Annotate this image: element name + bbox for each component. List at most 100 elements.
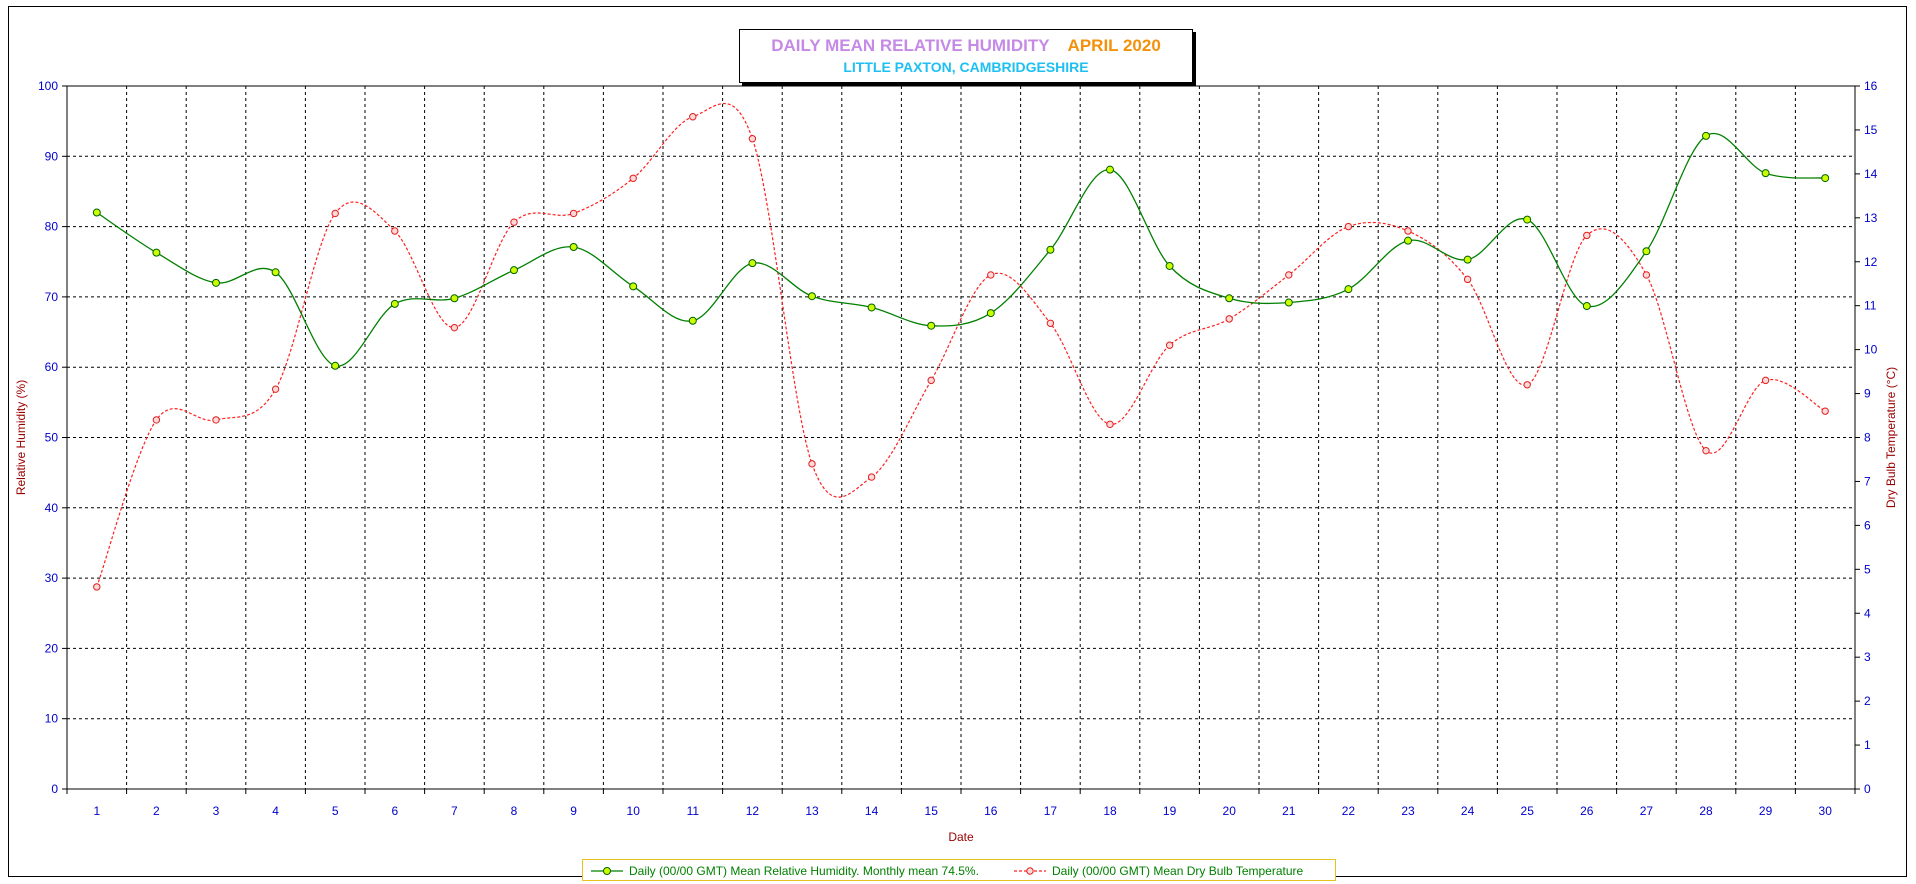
temperature-point <box>867 473 876 481</box>
humidity-point <box>510 266 518 275</box>
x-tick-label: 10 <box>627 804 641 818</box>
x-tick-label: 30 <box>1819 804 1833 818</box>
humidity-point <box>1463 255 1472 264</box>
temperature-point <box>510 218 518 226</box>
temperature-point <box>927 376 935 385</box>
y-axis-title: Relative Humidity (%) <box>14 380 28 495</box>
y-tick-label: 90 <box>45 149 59 163</box>
temperature-point <box>1523 381 1531 389</box>
x-tick-label: 18 <box>1103 804 1117 818</box>
x-tick-label: 26 <box>1580 804 1594 818</box>
legend-label-humidity: Daily (00/00 GMT) Mean Relative Humidity… <box>629 864 979 878</box>
temperature-point <box>1761 376 1770 385</box>
x-axis-title: Date <box>948 830 974 844</box>
legend-label-temperature: Daily (00/00 GMT) Mean Dry Bulb Temperat… <box>1052 864 1304 878</box>
y2-tick-label: 2 <box>1864 694 1871 708</box>
y2-tick-label: 0 <box>1864 782 1871 796</box>
temperature-point <box>1106 420 1114 429</box>
legend-line-humidity-icon <box>591 867 623 875</box>
temperature-point <box>93 583 101 591</box>
x-tick-label: 17 <box>1044 804 1058 818</box>
x-tick-label: 24 <box>1461 804 1475 818</box>
humidity-point <box>1165 261 1174 270</box>
y2-tick-label: 1 <box>1864 738 1871 752</box>
y2-tick-label: 13 <box>1864 211 1878 225</box>
humidity-point <box>1821 174 1830 183</box>
y2-tick-label: 3 <box>1864 650 1871 664</box>
temperature-point <box>987 271 995 279</box>
y2-tick-label: 4 <box>1864 606 1871 620</box>
y-tick-label: 70 <box>45 290 59 304</box>
humidity-point <box>1761 169 1770 178</box>
x-tick-label: 9 <box>570 804 577 818</box>
humidity-point <box>390 299 399 308</box>
y2-tick-label: 11 <box>1864 299 1877 313</box>
temperature-point <box>1583 231 1591 240</box>
x-tick-label: 28 <box>1699 804 1713 818</box>
temperature-point <box>271 385 280 393</box>
x-tick-label: 6 <box>391 804 398 818</box>
humidity-point <box>1702 131 1710 140</box>
y2-tick-label: 10 <box>1864 343 1878 357</box>
y-tick-label: 10 <box>45 712 59 726</box>
temperature-point <box>569 209 578 218</box>
y2-tick-label: 5 <box>1864 562 1871 576</box>
humidity-point <box>152 248 161 257</box>
temperature-point <box>1642 271 1651 279</box>
x-tick-label: 22 <box>1342 804 1356 818</box>
humidity-point <box>629 282 638 291</box>
humidity-point <box>1523 215 1532 224</box>
humidity-point <box>92 208 101 217</box>
chart-title-month: APRIL 2020 <box>1067 36 1161 55</box>
y2-tick-label: 6 <box>1864 518 1871 532</box>
x-tick-label: 4 <box>272 804 279 818</box>
humidity-point <box>1582 302 1591 311</box>
temperature-point <box>1165 341 1174 349</box>
humidity-point <box>1106 165 1114 174</box>
x-tick-label: 2 <box>153 804 160 818</box>
y-tick-label: 100 <box>38 79 58 93</box>
x-tick-label: 5 <box>332 804 339 818</box>
humidity-point <box>748 259 757 268</box>
temperature-point <box>1285 271 1293 279</box>
temperature-point <box>689 113 697 121</box>
y-tick-label: 80 <box>45 220 59 234</box>
chart-svg: 0102030405060708090100012345678910111213… <box>14 79 1898 844</box>
x-tick-label: 29 <box>1759 804 1773 818</box>
humidity-point <box>1404 236 1412 245</box>
temperature-point <box>808 460 816 468</box>
legend-line-temperature-icon <box>1014 867 1046 875</box>
humidity-point <box>1225 294 1234 303</box>
temperature-point <box>152 416 161 424</box>
y2-tick-label: 15 <box>1864 123 1878 137</box>
humidity-point <box>927 321 936 330</box>
x-tick-label: 14 <box>865 804 879 818</box>
y-tick-label: 20 <box>45 641 59 655</box>
x-tick-label: 20 <box>1223 804 1237 818</box>
humidity-point <box>450 294 459 303</box>
temperature-point <box>1821 407 1829 415</box>
y2-tick-label: 9 <box>1864 387 1871 401</box>
temperature-point <box>748 135 757 143</box>
x-tick-label: 25 <box>1521 804 1535 818</box>
y-tick-label: 0 <box>51 782 58 796</box>
y-tick-label: 40 <box>45 501 59 515</box>
humidity-point <box>808 292 816 301</box>
humidity-point <box>688 316 697 325</box>
temperature-point <box>391 227 399 235</box>
temperature-point <box>629 174 637 182</box>
x-tick-label: 16 <box>984 804 998 818</box>
chart-subtitle: LITTLE PAXTON, CAMBRIDGESHIRE <box>843 59 1089 75</box>
x-tick-label: 1 <box>93 804 100 818</box>
temperature-point <box>1702 446 1710 455</box>
chart-title-box: DAILY MEAN RELATIVE HUMIDITY APRIL 2020 L… <box>739 29 1193 83</box>
temperature-point <box>331 209 339 218</box>
x-tick-label: 23 <box>1401 804 1415 818</box>
x-tick-label: 3 <box>213 804 220 818</box>
legend: Daily (00/00 GMT) Mean Relative Humidity… <box>582 859 1336 881</box>
y2-tick-label: 14 <box>1864 167 1878 181</box>
y-tick-label: 60 <box>45 360 59 374</box>
humidity-point <box>1642 247 1651 256</box>
x-tick-label: 13 <box>805 804 819 818</box>
humidity-point <box>1284 298 1293 307</box>
